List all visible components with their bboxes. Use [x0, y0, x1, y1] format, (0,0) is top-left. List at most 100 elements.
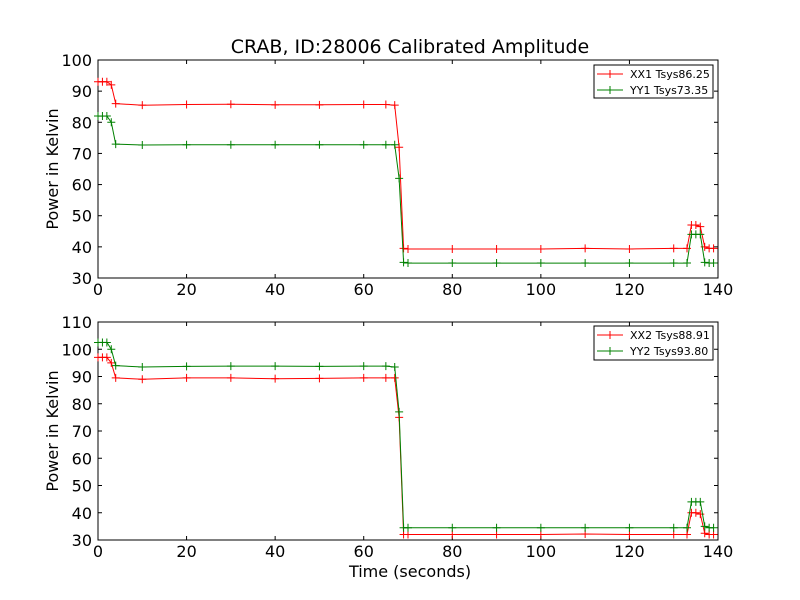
top-series-1-marker: [399, 244, 408, 253]
bottom-series-2-marker: [669, 523, 678, 532]
bottom-series-1-marker: [271, 374, 280, 383]
top-series-2-marker: [226, 140, 235, 149]
bottom-series-2-marker: [536, 523, 545, 532]
top-series-1-marker: [102, 77, 111, 86]
bottom-legend-entry-2: YY2 Tsys93.80: [597, 345, 708, 358]
top-series-2-marker: [625, 259, 634, 268]
bottom-series-1-marker: [381, 373, 390, 382]
bottom-series-2-marker: [107, 345, 116, 354]
bottom-series-1-marker: [625, 530, 634, 539]
top-series-2-marker: [669, 259, 678, 268]
bottom-series-1-marker: [107, 358, 116, 367]
top-series-1-marker: [536, 245, 545, 254]
top-y-axis: 30 40 50 60 70 80 90 100: [61, 51, 718, 288]
bottom-series-1-marker: [404, 530, 412, 539]
top-series-1-marker: [359, 100, 368, 109]
top-y-tick-label: 30: [72, 269, 92, 288]
top-series-2-marker: [581, 259, 590, 268]
top-y-tick-label: 40: [72, 238, 92, 257]
top-series-1-marker: [138, 101, 147, 110]
bottom-series-1-marker: [226, 373, 235, 382]
top-series-2-marker: [315, 140, 324, 149]
bottom-series-1-marker: [683, 530, 691, 539]
bottom-series-1-marker: [691, 508, 700, 517]
bottom-series-2-marker: [696, 497, 705, 506]
x-axis-label: Time (seconds): [348, 562, 471, 581]
bottom-y-tick-label: 100: [61, 340, 92, 359]
bottom-series-1-line: [98, 356, 714, 535]
bottom-x-tick-label: 40: [265, 542, 285, 561]
bottom-subplot: 0 20 40 60 80 100 120 140 30405060708090100110 …: [43, 313, 733, 581]
bottom-y-axis-label: Power in Kelvin: [43, 370, 62, 491]
top-x-tick-label: 40: [265, 280, 285, 299]
bottom-series-2-marker: [138, 362, 147, 371]
bottom-series-2-line: [98, 341, 714, 529]
bottom-x-tick-label: 100: [526, 542, 557, 561]
bottom-y-tick-label: 50: [72, 477, 92, 496]
top-x-tick-label: 140: [703, 280, 734, 299]
top-series-2-marker: [111, 140, 120, 149]
bottom-x-axis: 0 20 40 60 80 100 120 140: [93, 322, 733, 561]
bottom-y-axis: 30 40 50 60 70 80 90 100 110: [61, 313, 718, 550]
top-series-1-marker: [315, 100, 324, 109]
top-y-tick-label: 100: [61, 51, 92, 70]
top-series-2-marker: [138, 141, 147, 150]
top-series-1-marker: [625, 245, 634, 254]
bottom-series-2-marker: [683, 523, 691, 532]
bottom-series-2-marker: [700, 522, 709, 531]
top-y-tick-label: 60: [72, 176, 92, 195]
bottom-y-tick-label: 70: [72, 422, 92, 441]
bottom-y-tick-label: 40: [72, 504, 92, 523]
top-series-2-marker: [683, 259, 691, 268]
top-plot-area: [97, 59, 719, 279]
bottom-series-2-marker: [271, 362, 280, 371]
bottom-series-1-marker: [709, 530, 718, 539]
top-y-axis-label: Power in Kelvin: [43, 108, 62, 229]
top-x-tick-label: 80: [442, 280, 462, 299]
bottom-series-1-marker: [536, 530, 545, 539]
bottom-x-tick-label: 60: [354, 542, 374, 561]
top-series-2-marker: [359, 140, 368, 149]
bottom-legend-label-1: XX2 Tsys88.91: [630, 329, 710, 342]
bottom-series-2-marker: [102, 338, 111, 347]
top-series-1-marker: [669, 244, 678, 253]
bottom-y-tick-label: 30: [72, 531, 92, 550]
bottom-series-1-marker: [700, 529, 709, 538]
top-series-2-marker: [448, 259, 457, 268]
top-series-2-marker: [696, 230, 705, 239]
top-series-1-marker: [691, 221, 700, 230]
bottom-series-2-marker: [581, 523, 590, 532]
bottom-y-tick-label: 60: [72, 449, 92, 468]
bottom-legend-entry-1: XX2 Tsys88.91: [597, 329, 710, 342]
top-series-group: [94, 77, 718, 268]
bottom-legend: XX2 Tsys88.91 YY2 Tsys93.80: [593, 325, 714, 361]
top-series-2-marker: [404, 259, 412, 268]
top-series-2-marker: [399, 258, 408, 267]
top-series-1-line: [98, 81, 714, 250]
bottom-series-group: [94, 338, 718, 539]
top-series-2-marker: [709, 259, 718, 268]
bottom-series-1-marker: [390, 373, 399, 382]
top-series-1-marker: [381, 100, 390, 109]
top-y-tick-label: 80: [72, 113, 92, 132]
bottom-y-tick-label: 80: [72, 395, 92, 414]
bottom-legend-box: [593, 325, 714, 361]
top-x-tick-label: 60: [354, 280, 374, 299]
top-series-1-marker: [492, 245, 501, 254]
top-series-2-marker: [536, 259, 545, 268]
top-series-1-marker: [226, 100, 235, 109]
top-series-1-marker: [709, 244, 718, 253]
bottom-series-1-marker: [111, 373, 120, 382]
bottom-series-1-marker: [102, 353, 111, 362]
bottom-series-2-marker: [390, 362, 399, 371]
bottom-series-1-marker: [669, 530, 678, 539]
bottom-series-2-marker: [448, 523, 457, 532]
bottom-series-1-marker: [492, 530, 501, 539]
top-legend-entry-1: XX1 Tsys86.25: [597, 68, 710, 81]
bottom-y-tick-label: 110: [61, 313, 92, 332]
bottom-series-1-marker: [138, 375, 147, 384]
top-series-1-marker: [107, 80, 116, 89]
top-series-1-marker: [448, 245, 457, 254]
bottom-x-tick-label: 0: [93, 542, 103, 561]
